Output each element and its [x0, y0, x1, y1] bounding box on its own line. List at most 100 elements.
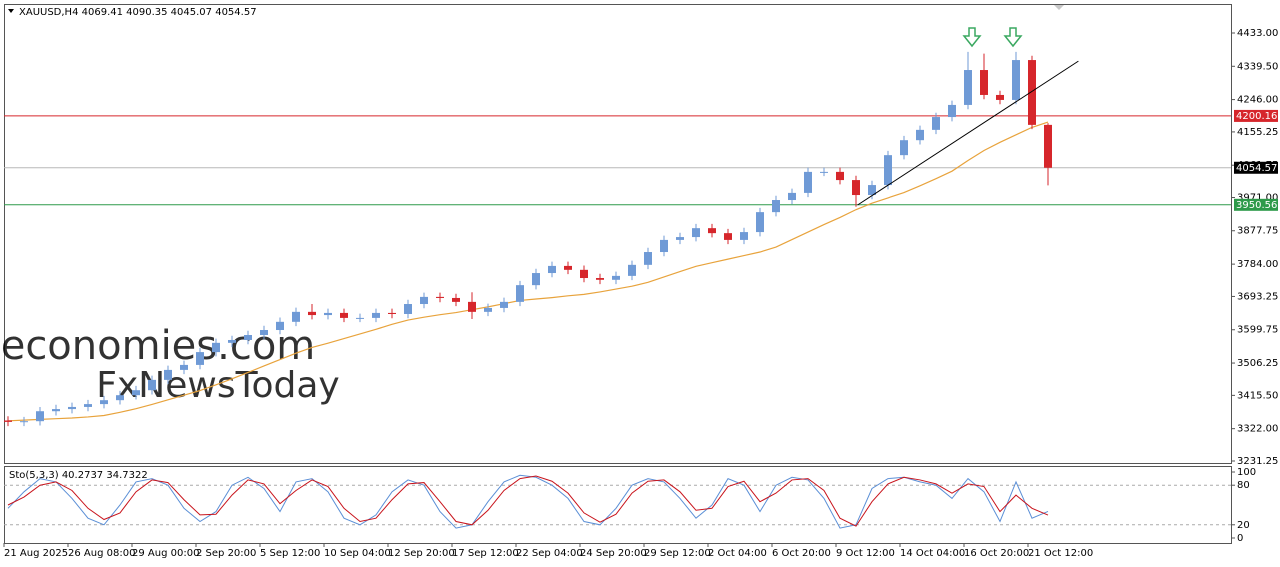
candle-body — [964, 70, 972, 105]
candle-body — [500, 301, 508, 308]
candle-body — [884, 155, 892, 186]
menu-triangle[interactable] — [8, 9, 14, 13]
y-tick-label: 3877.75 — [1237, 226, 1278, 237]
y-tick-label: 4246.00 — [1237, 95, 1278, 106]
stoch-panel — [4, 466, 1232, 544]
candle-body — [84, 404, 92, 407]
candle-body — [852, 180, 860, 196]
candle-body — [532, 273, 540, 286]
candle-body — [132, 390, 140, 396]
y-tick-label: 4339.50 — [1237, 61, 1278, 72]
candle-body — [20, 421, 28, 423]
candle-body — [356, 317, 364, 319]
candle-body — [228, 339, 236, 343]
candle-body — [1012, 60, 1020, 100]
trendline — [857, 60, 1079, 206]
y-tick-label: 3415.50 — [1237, 390, 1278, 401]
x-tick-label: 22 Sep 04:00 — [516, 548, 583, 559]
candle-body — [468, 301, 476, 312]
candle-body — [980, 70, 988, 95]
candle-body — [340, 312, 348, 318]
candle-body — [244, 335, 252, 340]
candle-body — [868, 185, 876, 196]
level-label: 4200.16 — [1236, 111, 1277, 122]
stoch-tick-label: 100 — [1237, 467, 1256, 478]
candle-body — [100, 400, 108, 405]
candle-body — [1028, 60, 1036, 125]
x-tick-label: 21 Aug 2025 — [4, 548, 68, 559]
candle-body — [164, 369, 172, 380]
candle-body — [756, 212, 764, 233]
candle-body — [308, 311, 316, 316]
candle-body — [148, 379, 156, 391]
stoch-k — [7, 474, 1049, 529]
candle-body — [932, 117, 940, 130]
candle-body — [52, 409, 60, 412]
candle-body — [516, 285, 524, 302]
x-tick-label: 2 Oct 04:00 — [708, 548, 767, 559]
main-panel — [4, 4, 1232, 464]
candle-body — [772, 200, 780, 213]
stoch-d — [7, 475, 1049, 527]
y-tick-label: 3784.00 — [1237, 259, 1278, 270]
level-label: 4054.57 — [1236, 163, 1277, 174]
candle-body — [612, 275, 620, 280]
candle-body — [68, 406, 76, 410]
y-tick-label: 3599.75 — [1237, 325, 1278, 336]
stoch-tick-label: 20 — [1237, 520, 1250, 531]
moving-average — [7, 121, 1049, 422]
candle-body — [692, 228, 700, 238]
candle-body — [644, 252, 652, 265]
stoch-tick-label: 0 — [1237, 533, 1243, 544]
stoch-title: Sto(5,3,3) 40.2737 34.7322 — [9, 470, 148, 481]
x-tick-label: 5 Sep 12:00 — [260, 548, 320, 559]
y-tick-label: 3231.25 — [1237, 456, 1278, 467]
down-arrow — [962, 27, 982, 48]
candle-body — [1044, 124, 1052, 168]
x-tick-label: 21 Oct 12:00 — [1028, 548, 1093, 559]
x-tick-label: 10 Sep 04:00 — [324, 548, 391, 559]
arrow-annotations — [962, 27, 1023, 48]
candle-body — [596, 278, 604, 280]
candle-body — [196, 352, 204, 365]
stoch-tick-label: 80 — [1237, 480, 1250, 491]
x-tick-label: 26 Aug 08:00 — [68, 548, 135, 559]
candle-body — [580, 269, 588, 279]
candle-body — [180, 364, 188, 370]
candle-body — [740, 232, 748, 240]
candle-body — [36, 411, 44, 422]
candle-body — [292, 311, 300, 322]
candle-body — [4, 420, 12, 422]
candle-body — [452, 297, 460, 302]
candle-body — [708, 228, 716, 234]
candle-body — [564, 265, 572, 270]
x-tick-label: 24 Sep 20:00 — [580, 548, 647, 559]
level-label-bg — [1234, 198, 1278, 211]
x-tick-label: 9 Oct 12:00 — [836, 548, 895, 559]
x-tick-label: 17 Sep 12:00 — [452, 548, 519, 559]
plot — [4, 51, 1231, 427]
candle-body — [836, 171, 844, 181]
candle-body — [724, 233, 732, 240]
level-label-bg — [1234, 109, 1278, 122]
candle-body — [548, 265, 556, 274]
candle-body — [900, 140, 908, 156]
candle-body — [804, 171, 812, 193]
candle-body — [660, 239, 668, 253]
candle-body — [996, 94, 1004, 100]
x-tick-label: 12 Sep 20:00 — [388, 548, 455, 559]
x-tick-label: 6 Oct 20:00 — [772, 548, 831, 559]
candle-body — [420, 296, 428, 305]
candle-body — [276, 321, 284, 331]
candle-body — [116, 395, 124, 401]
candle-body — [324, 312, 332, 316]
candle-body — [260, 330, 268, 336]
watermark: economies.com — [1, 323, 316, 369]
candle-body — [388, 312, 396, 314]
y-tick-label: 3322.00 — [1237, 424, 1278, 435]
y-tick-label: 3971.00 — [1237, 193, 1278, 204]
x-tick-label: 29 Sep 12:00 — [644, 548, 711, 559]
candle-body — [212, 342, 220, 353]
